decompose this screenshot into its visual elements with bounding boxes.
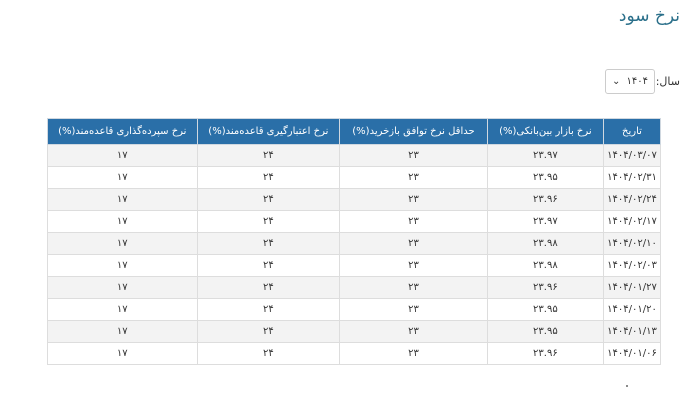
column-header: نرخ سپرده‌گذاری قاعده‌مند(%): [47, 118, 198, 145]
table-cell: ۲۳.۹۷: [486, 144, 604, 167]
table-row: ۱۴۰۴/۰۱/۱۳ ۲۳.۹۵ ۲۳ ۲۴ ۱۷: [47, 320, 662, 343]
table-cell: ۲۳.۹۶: [486, 276, 604, 299]
table-cell: ۱۷: [47, 320, 198, 343]
table-cell: ۲۳.۹۶: [486, 188, 604, 211]
table-row: ۱۴۰۴/۰۱/۲۰ ۲۳.۹۵ ۲۳ ۲۴ ۱۷: [47, 298, 662, 321]
chevron-down-icon: ⌄: [612, 76, 621, 87]
table-cell: ۲۳.۹۵: [486, 298, 604, 321]
table-cell: ۱۷: [47, 232, 198, 255]
column-header: نرخ بازار بین‌بانکی(%): [486, 118, 604, 145]
table-cell: ۲۳: [339, 166, 488, 189]
year-select[interactable]: ⌄ ۱۴۰۴: [605, 69, 655, 94]
column-header: تاریخ: [602, 118, 662, 145]
year-value: ۱۴۰۴: [626, 76, 648, 87]
table-cell: ۱۴۰۴/۰۱/۰۶: [602, 342, 662, 365]
table-cell: ۲۳.۹۵: [486, 320, 604, 343]
table-cell: ۱۷: [47, 166, 198, 189]
table-cell: ۱۴۰۴/۰۱/۲۷: [602, 276, 662, 299]
table-cell: ۲۴: [196, 320, 341, 343]
table-cell: ۲۳: [339, 254, 488, 277]
table-cell: ۲۳: [339, 298, 488, 321]
table-cell: ۱۴۰۴/۰۲/۱۰: [602, 232, 662, 255]
table-cell: ۱۴۰۴/۰۲/۲۴: [602, 188, 662, 211]
table-cell: ۲۳.۹۷: [486, 210, 604, 233]
table-cell: ۲۴: [196, 166, 341, 189]
table-row: ۱۴۰۴/۰۲/۱۰ ۲۳.۹۸ ۲۳ ۲۴ ۱۷: [47, 232, 662, 255]
column-header: حداقل نرخ توافق بازخرید(%): [339, 118, 488, 145]
table-row: ۱۴۰۴/۰۲/۳۱ ۲۳.۹۵ ۲۳ ۲۴ ۱۷: [47, 166, 662, 189]
table-cell: ۱۴۰۴/۰۱/۱۳: [602, 320, 662, 343]
interest-rate-table: تاریخ نرخ بازار بین‌بانکی(%) حداقل نرخ توا…: [47, 118, 662, 365]
table-cell: ۲۴: [196, 232, 341, 255]
table-cell: ۲۳: [339, 232, 488, 255]
table-cell: ۲۳: [339, 276, 488, 299]
table-cell: ۲۴: [196, 254, 341, 277]
table-cell: ۱۴۰۴/۰۳/۰۷: [602, 144, 662, 167]
table-cell: ۲۳.۹۸: [486, 232, 604, 255]
table-cell: ۱۴۰۴/۰۲/۰۳: [602, 254, 662, 277]
table-cell: ۱۷: [47, 342, 198, 365]
table-cell: ۲۴: [196, 342, 341, 365]
table-cell: ۲۳.۹۵: [486, 166, 604, 189]
table-cell: ۲۳: [339, 144, 488, 167]
table-cell: ۱۷: [47, 276, 198, 299]
page-title: نرخ سود: [618, 6, 680, 26]
table-cell: ۱۴۰۴/۰۲/۳۱: [602, 166, 662, 189]
column-header: نرخ اعتبارگیری قاعده‌مند(%): [196, 118, 341, 145]
table-cell: ۱۷: [47, 188, 198, 211]
table-cell: ۲۴: [196, 188, 341, 211]
table-cell: ۲۴: [196, 210, 341, 233]
table-cell: ۲۳: [339, 210, 488, 233]
table-row: ۱۴۰۴/۰۱/۲۷ ۲۳.۹۶ ۲۳ ۲۴ ۱۷: [47, 276, 662, 299]
table-cell: ۲۳.۹۸: [486, 254, 604, 277]
table-cell: ۱۷: [47, 144, 198, 167]
table-cell: ۲۳.۹۶: [486, 342, 604, 365]
table-cell: ۱۷: [47, 298, 198, 321]
table-cell: ۱۴۰۴/۰۱/۲۰: [602, 298, 662, 321]
table-cell: ۲۴: [196, 276, 341, 299]
table-cell: ۲۴: [196, 144, 341, 167]
dot: [626, 385, 628, 387]
table-cell: ۲۳: [339, 320, 488, 343]
table-row: ۱۴۰۴/۰۲/۰۳ ۲۳.۹۸ ۲۳ ۲۴ ۱۷: [47, 254, 662, 277]
table-row: ۱۴۰۴/۰۲/۱۷ ۲۳.۹۷ ۲۳ ۲۴ ۱۷: [47, 210, 662, 233]
table-cell: ۱۷: [47, 254, 198, 277]
table-cell: ۱۴۰۴/۰۲/۱۷: [602, 210, 662, 233]
table-cell: ۲۳: [339, 188, 488, 211]
table-cell: ۱۷: [47, 210, 198, 233]
year-label: سال:: [655, 75, 680, 88]
table-cell: ۲۳: [339, 342, 488, 365]
table-row: ۱۴۰۴/۰۱/۰۶ ۲۳.۹۶ ۲۳ ۲۴ ۱۷: [47, 342, 662, 365]
table-row: ۱۴۰۴/۰۳/۰۷ ۲۳.۹۷ ۲۳ ۲۴ ۱۷: [47, 144, 662, 167]
table-row: ۱۴۰۴/۰۲/۲۴ ۲۳.۹۶ ۲۳ ۲۴ ۱۷: [47, 188, 662, 211]
table-cell: ۲۴: [196, 298, 341, 321]
